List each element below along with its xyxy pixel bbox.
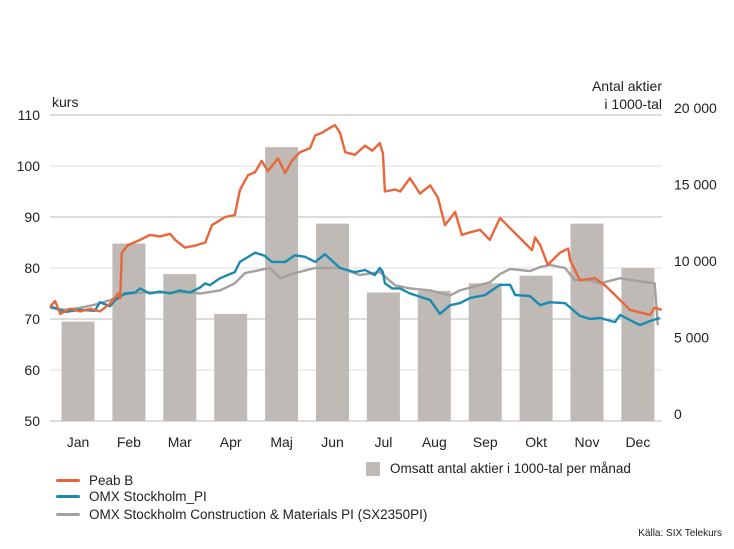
bar-dec (621, 268, 655, 421)
legend-omx: OMX Stockholm_PI (56, 489, 207, 504)
x-tick-label: Feb (117, 434, 141, 450)
bar-okt (519, 275, 553, 421)
right-axis-label-line2: i 1000-tal (604, 96, 662, 112)
right-tick-label: 10 000 (674, 253, 717, 269)
x-tick-label: Apr (220, 434, 242, 450)
left-tick-label: 80 (24, 260, 40, 276)
bar-maj (265, 147, 299, 421)
legend-label: OMX Stockholm_PI (89, 489, 207, 504)
legend-swatch-peab (56, 479, 80, 482)
left-tick-label: 100 (17, 158, 41, 174)
left-tick-label: 90 (24, 209, 40, 225)
legend-peab: Peab B (56, 473, 133, 488)
x-tick-label: Jan (67, 434, 90, 450)
left-axis-label: kurs (52, 94, 79, 110)
bar-jun (316, 223, 349, 421)
right-tick-label: 5 000 (674, 330, 709, 346)
bar-jan (61, 321, 95, 421)
series-line-1 (49, 251, 661, 327)
x-tick-label: Sep (473, 434, 498, 450)
legend-swatch-omx (56, 495, 80, 498)
right-axis-label-line1: Antal aktier (591, 78, 662, 94)
bar-mar (163, 274, 197, 421)
x-tick-label: Jul (374, 434, 392, 450)
x-tick-label: Mar (168, 434, 192, 450)
left-tick-label: 60 (24, 362, 40, 378)
bar-aug (417, 290, 451, 421)
legend-label: Peab B (89, 473, 134, 488)
bar-sep (468, 283, 502, 421)
legend-label: Omsatt antal aktier i 1000-tal per månad (390, 461, 631, 476)
left-tick-label: 50 (24, 413, 40, 429)
bar-feb (112, 243, 146, 421)
legend-swatch-bars (366, 461, 380, 476)
legend-bars: Omsatt antal aktier i 1000-tal per månad (366, 461, 631, 476)
bar-jul (366, 292, 400, 421)
legend-sx2350: OMX Stockholm Construction & Materials P… (56, 507, 427, 522)
legend-swatch-sx2350 (56, 513, 80, 516)
bar-nov (570, 223, 604, 421)
x-tick-label: Jun (321, 434, 344, 450)
right-tick-label: 0 (674, 406, 682, 422)
x-tick-label: Aug (422, 434, 447, 450)
right-tick-label: 20 000 (674, 100, 717, 116)
x-tick-label: Maj (270, 434, 293, 450)
left-tick-label: 70 (24, 311, 40, 327)
legend-label: OMX Stockholm Construction & Materials P… (89, 507, 428, 522)
source-note: Källa: SIX Telekurs (638, 528, 722, 539)
x-tick-label: Dec (625, 434, 650, 450)
x-tick-label: Nov (575, 434, 600, 450)
x-tick-label: Okt (525, 434, 547, 450)
left-tick-label: 110 (18, 107, 41, 123)
series-line-0 (49, 124, 663, 317)
right-tick-label: 15 000 (674, 177, 717, 193)
bar-apr (214, 313, 248, 421)
